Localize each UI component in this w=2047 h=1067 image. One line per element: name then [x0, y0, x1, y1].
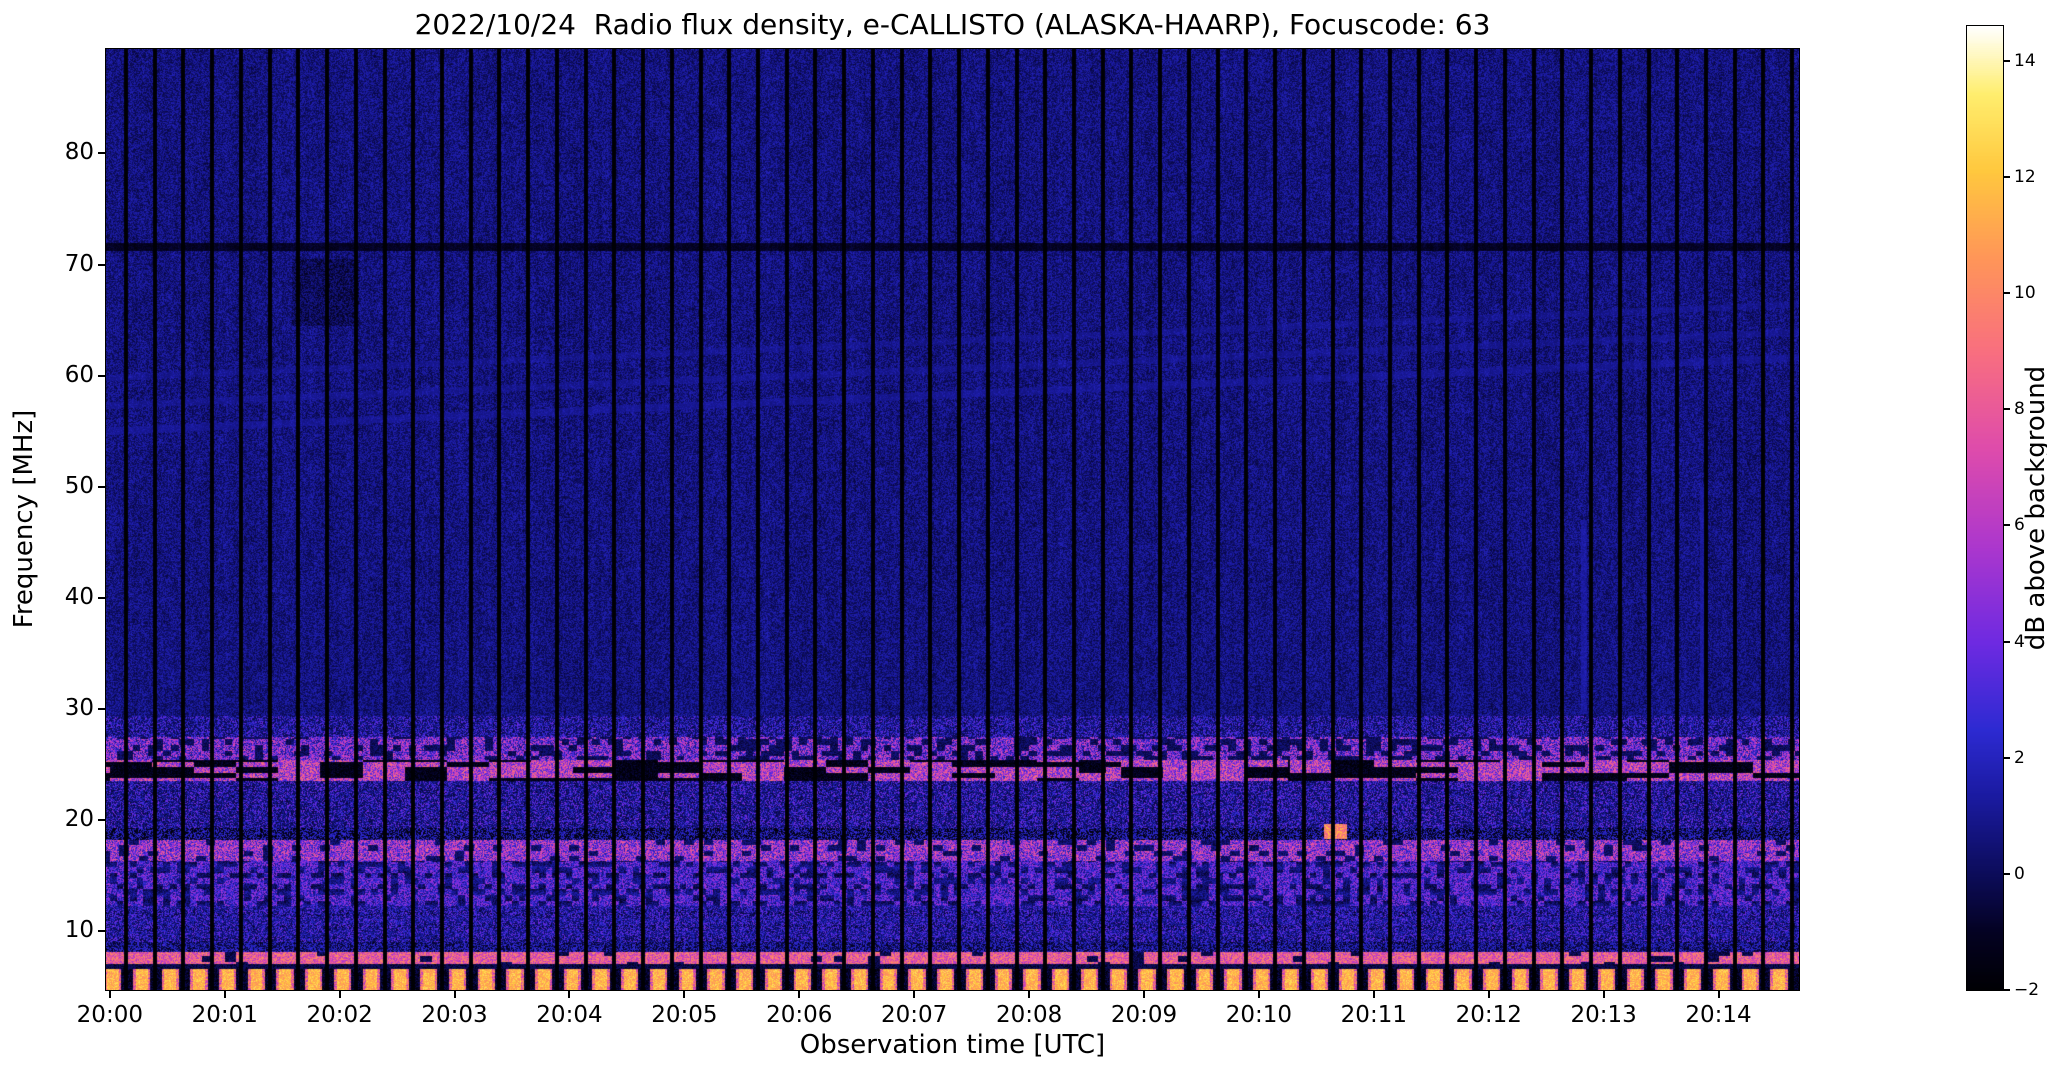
x-tick-mark: [913, 990, 916, 998]
x-axis-label: Observation time [UTC]: [799, 1030, 1106, 1060]
colorbar-tick-mark: [2003, 59, 2010, 62]
colorbar-label: dB above background: [2021, 365, 2047, 651]
x-tick-mark: [1143, 990, 1146, 998]
x-tick-label: 20:03: [421, 1002, 488, 1028]
x-tick-mark: [568, 990, 571, 998]
spectrogram-heatmap: [105, 48, 1800, 991]
colorbar-tick-mark: [2003, 756, 2010, 759]
x-tick-label: 20:10: [1225, 1002, 1293, 1028]
colorbar-tick-label: −2: [2014, 980, 2040, 1000]
x-tick-mark: [1487, 990, 1490, 998]
x-tick-mark: [223, 990, 226, 998]
colorbar-tick-label: 4: [2014, 631, 2025, 652]
chart-title: 2022/10/24 Radio flux density, e-CALLIST…: [414, 8, 1491, 41]
x-tick-label: 20:13: [1570, 1002, 1637, 1028]
colorbar-tick-label: 14: [2014, 50, 2036, 71]
y-tick-label: 40: [64, 583, 94, 610]
colorbar-tick-label: 2: [2014, 747, 2025, 768]
y-tick-mark: [98, 930, 106, 933]
x-tick-label: 20:09: [1110, 1002, 1178, 1028]
y-tick-label: 70: [64, 250, 94, 277]
x-tick-label: 20:00: [76, 1002, 143, 1028]
x-tick-label: 20:02: [306, 1002, 373, 1028]
colorbar: [1966, 25, 2004, 991]
colorbar-tick-label: 8: [2014, 399, 2025, 420]
y-tick-mark: [98, 707, 106, 710]
x-tick-label: 20:12: [1455, 1002, 1522, 1028]
y-tick-mark: [98, 152, 106, 155]
y-tick-label: 30: [64, 694, 94, 721]
x-tick-label: 20:14: [1685, 1002, 1752, 1028]
x-tick-mark: [1717, 990, 1720, 998]
colorbar-tick-label: 6: [2014, 515, 2025, 536]
colorbar-tick-mark: [2003, 640, 2010, 643]
x-tick-mark: [1372, 990, 1375, 998]
colorbar-tick-mark: [2003, 989, 2010, 991]
y-tick-label: 20: [64, 806, 94, 833]
x-tick-mark: [338, 990, 341, 998]
colorbar-tick-mark: [2003, 524, 2010, 527]
y-tick-label: 10: [64, 917, 94, 944]
y-tick-label: 80: [64, 139, 94, 166]
x-tick-mark: [798, 990, 801, 998]
colorbar-tick-label: 12: [2014, 166, 2036, 187]
y-tick-label: 60: [64, 361, 94, 388]
colorbar-tick-label: 10: [2014, 283, 2036, 304]
colorbar-tick-label: 0: [2014, 863, 2025, 884]
x-tick-label: 20:06: [766, 1002, 833, 1028]
x-tick-label: 20:07: [881, 1002, 948, 1028]
y-tick-mark: [98, 596, 106, 599]
colorbar-tick-mark: [2003, 175, 2010, 178]
x-tick-mark: [108, 990, 111, 998]
x-tick-mark: [1257, 990, 1260, 998]
x-tick-mark: [683, 990, 686, 998]
colorbar-tick-mark: [2003, 872, 2010, 875]
x-tick-label: 20:01: [191, 1002, 258, 1028]
x-tick-label: 20:05: [651, 1002, 718, 1028]
x-tick-mark: [1602, 990, 1605, 998]
x-tick-label: 20:11: [1340, 1002, 1407, 1028]
x-tick-label: 20:04: [536, 1002, 603, 1028]
colorbar-tick-mark: [2003, 408, 2010, 411]
y-tick-mark: [98, 263, 106, 266]
y-tick-label: 50: [64, 472, 94, 499]
x-tick-mark: [1028, 990, 1031, 998]
y-tick-mark: [98, 485, 106, 488]
y-tick-mark: [98, 819, 106, 822]
x-tick-mark: [453, 990, 456, 998]
colorbar-tick-mark: [2003, 292, 2010, 295]
y-tick-mark: [98, 374, 106, 377]
x-tick-label: 20:08: [995, 1002, 1063, 1028]
